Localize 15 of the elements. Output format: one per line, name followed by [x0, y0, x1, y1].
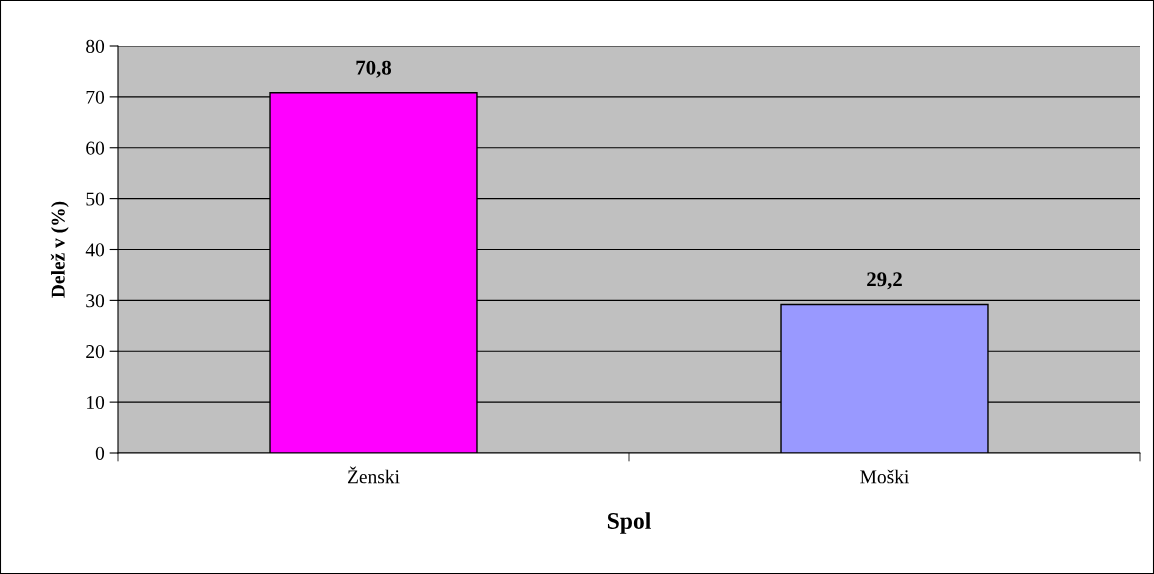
- x-tick-label: Moški: [860, 469, 909, 484]
- data-label: 29,2: [867, 272, 902, 290]
- y-tick-label: 30: [86, 294, 105, 308]
- y-tick-label: 60: [86, 141, 105, 155]
- x-tick-label: Ženski: [347, 466, 400, 484]
- y-tick-label: 70: [86, 90, 105, 104]
- data-label: 70,8: [356, 60, 392, 78]
- y-tick-label: 50: [86, 192, 105, 206]
- y-tick-label: 20: [86, 345, 105, 359]
- y-tick-label: 0: [95, 446, 105, 460]
- y-axis-title: Delež v (%): [50, 201, 69, 298]
- y-tick-label: 40: [85, 243, 105, 257]
- y-tick-label: 80: [86, 39, 105, 53]
- x-axis-title: Spol: [607, 512, 651, 534]
- y-tick-label: 10: [87, 395, 105, 410]
